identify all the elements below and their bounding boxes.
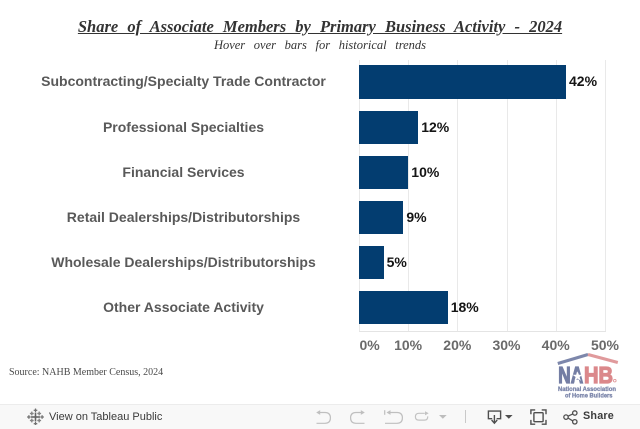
svg-text:of Home Builders: of Home Builders: [565, 393, 613, 400]
svg-text:National Association: National Association: [558, 386, 616, 393]
svg-text:HB: HB: [584, 362, 613, 388]
